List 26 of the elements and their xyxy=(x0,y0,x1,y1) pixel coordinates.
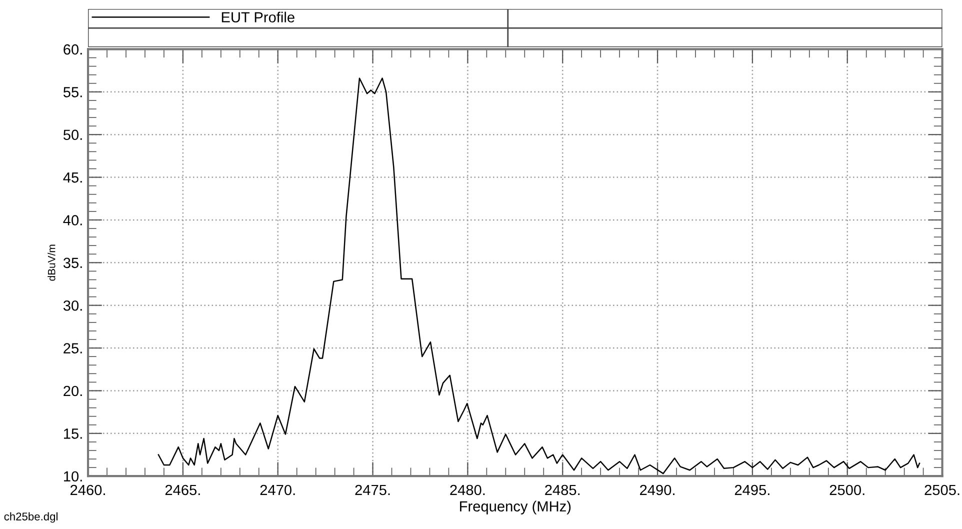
y-tick-label: 10. xyxy=(64,471,82,482)
x-axis-title: Frequency (MHz) xyxy=(460,500,571,514)
x-tick-label: 2480. xyxy=(450,484,485,496)
y-axis-title: dBuV/m xyxy=(48,244,56,281)
y-tick-label: 40. xyxy=(63,215,82,226)
y-tick-label: 45. xyxy=(63,172,82,183)
y-tick-label: 25. xyxy=(64,343,82,354)
x-tick-label: 2490. xyxy=(640,484,674,496)
x-tick-label: 2475. xyxy=(355,484,390,496)
y-tick-label: 15. xyxy=(64,428,82,439)
x-tick-label: 2465. xyxy=(165,484,200,496)
x-tick-label: 2495. xyxy=(734,484,770,496)
text: ch25be.dgl xyxy=(4,512,58,523)
y-tick-label: 30. xyxy=(63,300,82,311)
x-tick-label: 2485. xyxy=(545,484,580,496)
x-tick-label: 2500. xyxy=(830,484,864,496)
x-tick-label: 2470. xyxy=(260,484,295,496)
y-tick-label: 60. xyxy=(64,44,82,55)
x-tick-label: 2460. xyxy=(70,484,105,496)
text: EUT Profile xyxy=(222,12,294,22)
y-tick-label: 50. xyxy=(63,130,82,140)
y-tick-label: 55. xyxy=(63,87,82,98)
y-tick-label: 20. xyxy=(64,386,82,396)
y-tick-label: 35. xyxy=(63,258,82,268)
line-series xyxy=(158,78,920,474)
x-tick-label: 2505. xyxy=(924,484,960,496)
